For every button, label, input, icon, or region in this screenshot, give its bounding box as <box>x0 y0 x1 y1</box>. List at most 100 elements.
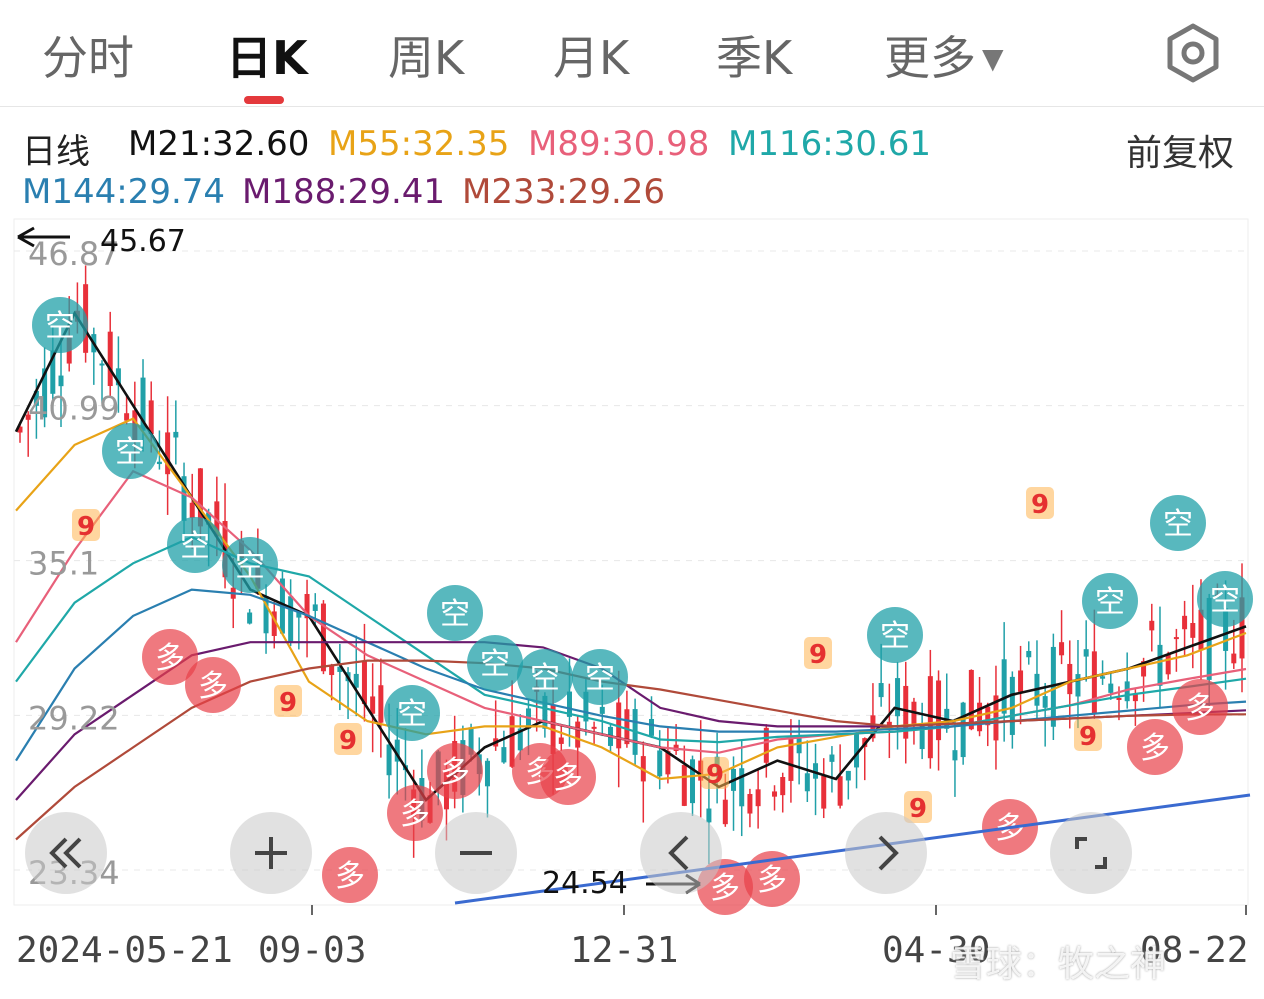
candle-body <box>936 680 942 741</box>
candle-body <box>829 754 835 762</box>
bear-signal-badge <box>427 585 483 641</box>
candle-body <box>1083 649 1089 657</box>
min-price-label: 24.54 <box>542 866 628 901</box>
candle-body <box>42 368 48 418</box>
candle-body <box>813 763 819 779</box>
candle-body <box>755 789 761 807</box>
bull-signal-badge <box>744 851 800 907</box>
candle-body <box>1124 681 1130 702</box>
candle-body <box>968 669 974 730</box>
candle-body <box>1091 651 1097 715</box>
candle-body <box>361 661 367 705</box>
date-label-end: 08-22 <box>1140 930 1249 971</box>
candle-body <box>140 377 146 431</box>
plus-icon <box>255 837 287 869</box>
double-chevron-left-icon <box>49 837 82 869</box>
bull-signal-badge <box>387 785 443 841</box>
candle-body <box>575 721 581 748</box>
bear-signal-badge <box>167 517 223 573</box>
bear-signal-label: 空 <box>585 661 615 696</box>
candle-body <box>181 476 187 521</box>
tab-monthly-k[interactable]: 月K <box>553 31 630 85</box>
bull-signal-label: 多 <box>335 859 365 894</box>
candle-body <box>1157 644 1163 686</box>
bear-signal-badge <box>102 423 158 479</box>
candle-body <box>788 738 794 781</box>
pan-right-button[interactable] <box>845 812 927 894</box>
bear-signal-badge <box>467 635 523 691</box>
candle-body <box>1190 622 1196 638</box>
bull-signal-label: 多 <box>400 797 430 832</box>
candle-body <box>1026 650 1032 658</box>
kline-chart[interactable]: 空空空空空空空空空空空空空多多多多多多多多多多多多99999999 46.874… <box>0 215 1264 915</box>
date-label-4: 04-30 <box>882 930 991 971</box>
zoom-out-button[interactable] <box>435 812 517 894</box>
candle-body <box>1067 663 1073 695</box>
max-price-marker: 45.67 <box>17 224 186 259</box>
candle-body <box>566 691 572 717</box>
candle-body <box>1042 696 1048 708</box>
date-label-3: 12-31 <box>570 930 679 971</box>
candle-body <box>845 770 851 781</box>
tab-more[interactable]: 更多 ▼ <box>884 22 1004 88</box>
tab-daily-k[interactable]: 日K <box>226 31 308 85</box>
candle-body <box>1009 676 1015 735</box>
candle-body <box>681 764 687 806</box>
candle-body <box>386 744 392 776</box>
candle-body <box>370 696 376 714</box>
zoom-in-button[interactable] <box>230 812 312 894</box>
bull-signal-badge <box>540 749 596 805</box>
ma-line-m144 <box>15 588 1247 762</box>
candle-body <box>960 702 966 758</box>
candle-body <box>468 727 474 755</box>
candle-body <box>509 716 515 767</box>
caret-down-icon: ▼ <box>982 42 1004 75</box>
candle-body <box>821 775 827 809</box>
nine-signal-label: 9 <box>339 726 357 756</box>
signal-badges: 空空空空空空空空空空空空空多多多多多多多多多多多多99999999 <box>32 297 1253 915</box>
candle-body <box>780 777 786 796</box>
candle-body <box>854 733 860 768</box>
price-adjust-toggle[interactable]: 前复权 <box>1126 133 1235 174</box>
candle-body <box>919 724 925 750</box>
candle-body <box>911 701 917 726</box>
ma55-value: M55:32.35 <box>328 124 510 164</box>
bull-signal-badge <box>185 657 241 713</box>
fullscreen-button[interactable] <box>1050 812 1132 894</box>
ma233-value: M233:29.26 <box>462 172 666 212</box>
candle-body <box>1198 609 1204 650</box>
bull-signal-label: 多 <box>553 761 583 796</box>
candle-body <box>378 685 384 723</box>
bear-signal-label: 空 <box>880 619 910 654</box>
pan-left-button[interactable] <box>640 812 722 894</box>
candle-body <box>501 747 507 763</box>
nine-signal-badge <box>334 723 362 755</box>
candle-body <box>747 794 753 814</box>
candle-body <box>197 468 203 527</box>
bull-signal-label: 多 <box>757 863 787 898</box>
gear-hexagon-icon[interactable] <box>1162 22 1224 84</box>
bear-signal-label: 空 <box>1210 583 1240 618</box>
bear-signal-label: 空 <box>530 661 560 696</box>
tab-weekly-k[interactable]: 周K <box>388 31 465 85</box>
bull-signal-label: 多 <box>440 755 470 790</box>
price-tick-label: 35.1 <box>28 545 99 583</box>
bear-signal-label: 空 <box>115 435 145 470</box>
bear-signal-label: 空 <box>45 309 75 344</box>
tab-intraday[interactable]: 分时 <box>42 31 134 85</box>
tab-quarterly-k[interactable]: 季K <box>716 31 793 85</box>
rewind-button[interactable] <box>25 812 107 894</box>
nine-signal-label: 9 <box>77 512 95 542</box>
candle-body <box>156 461 162 465</box>
bear-signal-badge <box>517 649 573 705</box>
candle-body <box>312 604 318 611</box>
nine-signal-label: 9 <box>1031 490 1049 520</box>
candle-body <box>329 665 335 676</box>
candle-body <box>99 363 105 366</box>
candle-body <box>706 808 712 823</box>
candle-body <box>124 413 130 421</box>
candle-body <box>304 594 310 619</box>
candle-body <box>1059 642 1065 656</box>
candle-body <box>263 596 269 634</box>
candle-body <box>50 350 56 394</box>
